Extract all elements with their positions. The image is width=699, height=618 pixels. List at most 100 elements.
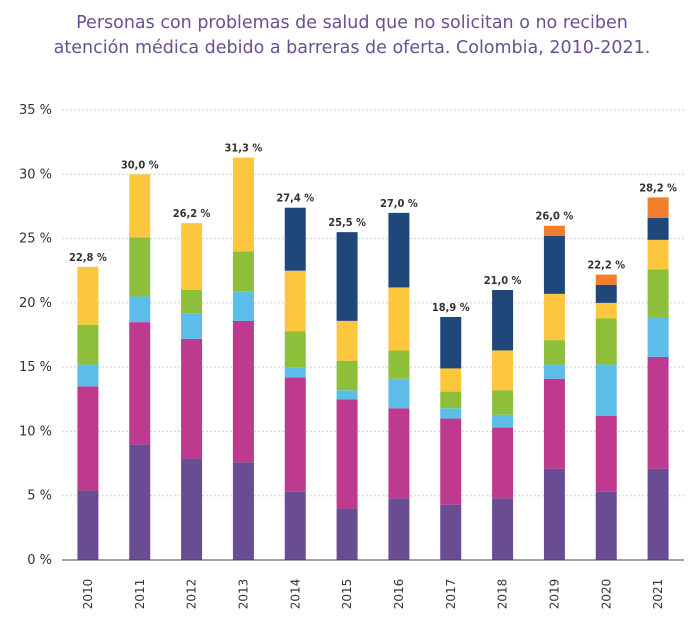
bars (77, 157, 669, 560)
bar-segment (388, 212, 410, 288)
bar-segment (595, 284, 617, 303)
bar-segment (336, 390, 358, 400)
x-tick-label: 2010 (81, 579, 95, 610)
bar-segment (388, 378, 410, 409)
bar-total-label: 26,0 % (536, 210, 574, 223)
bar-segment (492, 350, 514, 391)
bar-segment (181, 338, 203, 459)
bar-segment (77, 266, 99, 325)
bar-segment (129, 296, 151, 323)
bar-total-label: 22,2 % (587, 259, 625, 272)
bar-segment (543, 293, 565, 341)
bar-segment (492, 427, 514, 499)
bar-segment (440, 408, 462, 419)
x-tick-label: 2016 (392, 579, 406, 610)
bar-total-label: 30,0 % (121, 158, 159, 171)
bar-segment (647, 317, 669, 357)
bar-segment (77, 490, 99, 560)
bar-segment (595, 491, 617, 560)
bar-segment (336, 508, 358, 560)
x-tick-label: 2015 (340, 579, 354, 610)
bar-segment (388, 408, 410, 499)
bar-segment (595, 364, 617, 416)
x-tick-label: 2013 (236, 579, 250, 610)
chart-title-line-2: atención médica debido a barreras de ofe… (54, 38, 651, 58)
bar-segment (336, 399, 358, 509)
bar-segment (543, 468, 565, 560)
bar-total-label: 21,0 % (484, 274, 522, 287)
bar-segment (388, 498, 410, 560)
y-tick-label: 25 % (19, 232, 52, 247)
bar-segment (595, 302, 617, 319)
bar-segment (336, 232, 358, 321)
y-tick-label: 30 % (19, 167, 52, 182)
bar-segment (647, 197, 669, 218)
y-tick-label: 10 % (19, 424, 52, 439)
bar-segment (181, 290, 203, 314)
y-tick-label: 5 % (27, 489, 52, 504)
bar-segment (492, 498, 514, 560)
bar-segment (77, 324, 99, 365)
bar-segment (647, 239, 669, 270)
bar-total-label: 28,2 % (639, 181, 677, 194)
bar-segment (543, 236, 565, 294)
bar-segment (440, 418, 462, 505)
bar-segment (492, 414, 514, 428)
bar-segment (595, 416, 617, 492)
bar-segment (232, 462, 254, 560)
bar-segment (440, 317, 462, 369)
x-tick-label: 2018 (496, 579, 510, 610)
bar-segment (595, 274, 617, 285)
bar-segment (543, 364, 565, 379)
x-axis: 2010 2011 2012 2013 2014 2015 2016 2017 2018 2019… (62, 559, 684, 610)
bar-segment (543, 340, 565, 365)
bar-segment (440, 391, 462, 409)
bar-segment (440, 504, 462, 560)
x-tick-label: 2017 (444, 579, 458, 610)
x-tick-label: 2012 (185, 579, 199, 610)
bar-total-label: 27,0 % (380, 197, 418, 210)
x-tick-label: 2014 (288, 579, 302, 610)
bar-total-label: 25,5 % (328, 216, 366, 229)
x-tick-label: 2020 (599, 579, 613, 610)
bar-segment (284, 331, 306, 368)
bar-segment (284, 377, 306, 492)
bar-segment (77, 386, 99, 491)
bar-segment (492, 290, 514, 351)
bar-segment (232, 320, 254, 463)
bar-segment (543, 225, 565, 236)
bar-segment (440, 368, 462, 392)
bar-total-label: 22,8 % (69, 251, 107, 264)
y-axis: 0 % 5 % 10 % 15 % 20 % 25 % 30 % 35 % (19, 103, 52, 568)
bar-segment (232, 251, 254, 292)
bar-segment (129, 174, 151, 238)
bar-segment (181, 458, 203, 560)
x-tick-label: 2019 (547, 579, 561, 610)
bar-total-label: 31,3 % (225, 142, 263, 155)
bar-segment (284, 270, 306, 332)
bar-segment (232, 157, 254, 252)
x-tick-label: 2011 (133, 579, 147, 610)
bar-segment (388, 350, 410, 379)
bar-segment (284, 207, 306, 271)
y-tick-label: 35 % (19, 103, 52, 118)
bar-total-label: 18,9 % (432, 301, 470, 314)
bar-segment (284, 367, 306, 378)
bar-segment (647, 356, 669, 469)
bar-segment (77, 364, 99, 387)
y-tick-label: 0 % (27, 553, 52, 568)
bar-segment (595, 318, 617, 365)
bar-segment (336, 320, 358, 361)
total-labels: 22,8 % 30,0 % 26,2 % 31,3 % 27,4 % 25,5 % 27,0… (69, 142, 677, 314)
y-tick-label: 20 % (19, 296, 52, 311)
bar-segment (129, 237, 151, 297)
bar-total-label: 26,2 % (173, 207, 211, 220)
bar-segment (129, 444, 151, 560)
bar-segment (647, 468, 669, 560)
bar-segment (388, 287, 410, 351)
bar-segment (647, 269, 669, 317)
x-tick-label: 2021 (651, 579, 665, 610)
bar-segment (492, 390, 514, 415)
bar-segment (181, 223, 203, 290)
